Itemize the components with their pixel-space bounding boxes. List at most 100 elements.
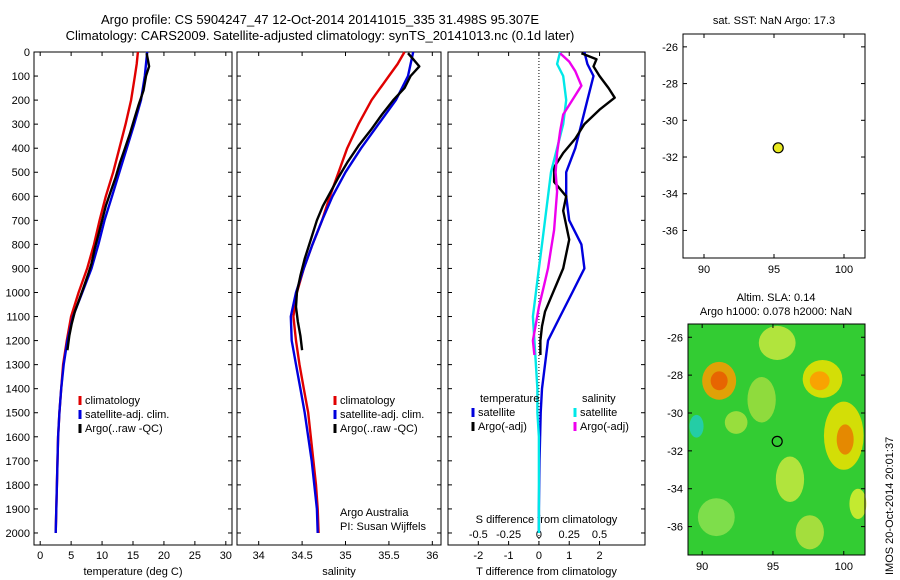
sla-map-frame xyxy=(687,323,866,556)
sla-map-field-patch xyxy=(795,515,824,550)
sla-map-ytick-label: -30 xyxy=(667,408,683,420)
salinity-xtick-label: 35.5 xyxy=(378,550,399,562)
sla-map-argo-marker xyxy=(771,435,783,447)
temperature-xtick-label: 10 xyxy=(96,550,108,562)
difference-xlabel: T difference from climatology xyxy=(476,566,617,578)
sla-map-field-patch xyxy=(775,456,805,502)
salinity-diff-label: S difference from climatology xyxy=(476,514,618,526)
difference-series-salinity-argo-adj- xyxy=(531,52,583,356)
figure-title-line1: Argo profile: CS 5904247_47 12-Oct-2014 … xyxy=(100,12,539,27)
sla-map-field-patch xyxy=(849,488,867,520)
difference-xtick-label: -2 xyxy=(473,550,483,562)
sla-map-field-patch xyxy=(747,377,776,423)
depth-tick-label: 1100 xyxy=(6,312,30,324)
depth-tick-label: 400 xyxy=(12,143,30,155)
sst-map-xtick-label: 100 xyxy=(835,264,853,276)
depth-tick-label: 1800 xyxy=(6,480,30,492)
temperature-plot-frame xyxy=(33,51,233,546)
temperature-series-argo-raw-qc- xyxy=(66,52,151,351)
sla-map-xtick-label: 90 xyxy=(696,561,708,573)
salinity-diff-tick-label: 0.5 xyxy=(592,529,607,541)
sst-map-xtick-label: 95 xyxy=(768,264,780,276)
temperature-xtick-label: 5 xyxy=(68,550,74,562)
depth-tick-label: 100 xyxy=(12,71,30,83)
temperature-legend-item: climatology xyxy=(85,395,141,407)
depth-tick-label: 600 xyxy=(12,191,30,203)
temperature-xlabel: temperature (deg C) xyxy=(83,566,182,578)
sla-map-field-patch xyxy=(809,371,830,391)
difference-xtick-label: 2 xyxy=(596,550,602,562)
temperature-xtick-label: 15 xyxy=(127,550,139,562)
sla-map-field-patch xyxy=(836,424,854,455)
diff-legend-item: Argo(-adj) xyxy=(580,421,629,433)
depth-tick-label: 200 xyxy=(12,95,30,107)
difference-xtick-label: 0 xyxy=(536,550,542,562)
temperature-xtick-label: 25 xyxy=(189,550,201,562)
sla-map-field-patch xyxy=(724,411,748,434)
depth-tick-label: 800 xyxy=(12,239,30,251)
depth-tick-label: 1500 xyxy=(6,408,30,420)
depth-tick-label: 1300 xyxy=(6,360,30,372)
sla-map-xtick-label: 95 xyxy=(767,561,779,573)
sst-map-xtick-label: 90 xyxy=(698,264,710,276)
diff-legend-item: satellite xyxy=(580,407,617,419)
salinity-xtick-label: 34 xyxy=(253,550,265,562)
salinity-diff-tick-label: -0.5 xyxy=(469,529,488,541)
depth-tick-label: 900 xyxy=(12,263,30,275)
salinity-diff-tick-label: 0.25 xyxy=(559,529,580,541)
depth-tick-label: 1600 xyxy=(6,432,30,444)
depth-tick-label: 1200 xyxy=(6,336,30,348)
sst-map-ytick-label: -36 xyxy=(662,225,678,237)
sst-map-ytick-label: -30 xyxy=(662,115,678,127)
sla-map-ytick-label: -32 xyxy=(667,446,683,458)
depth-tick-label: 1900 xyxy=(6,504,30,516)
depth-tick-label: 1400 xyxy=(6,384,30,396)
sla-map-field-patch xyxy=(689,414,704,438)
sla-map-ytick-label: -36 xyxy=(667,522,683,534)
temperature-legend-item: Argo(..raw -QC) xyxy=(85,423,163,435)
sst-map-ytick-label: -28 xyxy=(662,79,678,91)
temperature-xtick-label: 30 xyxy=(220,550,232,562)
sla-map-ytick-label: -34 xyxy=(667,484,683,496)
depth-tick-label: 2000 xyxy=(6,528,30,540)
sla-map-field-patch xyxy=(697,498,735,537)
difference-series-temperature-argo-adj- xyxy=(539,52,616,355)
salinity-legend-item: satellite-adj. clim. xyxy=(340,409,424,421)
annotation-line: PI: Susan Wijffels xyxy=(340,521,426,533)
depth-tick-label: 1000 xyxy=(6,287,30,299)
sst-map-argo-marker xyxy=(772,142,784,154)
depth-tick-label: 300 xyxy=(12,119,30,131)
sst-map-ytick-label: -34 xyxy=(662,189,678,201)
salinity-series-argo-raw-qc- xyxy=(294,52,421,351)
diff-legend-header: salinity xyxy=(582,393,616,405)
diff-legend-item: Argo(-adj) xyxy=(478,421,527,433)
salinity-diff-tick-label: 0 xyxy=(536,529,542,541)
sla-map-title-line2: Argo h1000: 0.078 h2000: NaN xyxy=(700,306,852,318)
salinity-legend-item: climatology xyxy=(340,395,396,407)
sst-map-title: sat. SST: NaN Argo: 17.3 xyxy=(713,15,835,27)
diff-legend-header: temperature xyxy=(480,393,539,405)
sst-map-ytick-label: -26 xyxy=(662,42,678,54)
sla-map-xtick-label: 100 xyxy=(835,561,853,573)
difference-plot-frame xyxy=(447,51,646,546)
salinity-legend-item: Argo(..raw -QC) xyxy=(340,423,418,435)
difference-xtick-label: 1 xyxy=(566,550,572,562)
temperature-legend-item: satellite-adj. clim. xyxy=(85,409,169,421)
salinity-xtick-label: 35 xyxy=(339,550,351,562)
sla-map-title-line1: Altim. SLA: 0.14 xyxy=(737,292,816,304)
temperature-xtick-label: 20 xyxy=(158,550,170,562)
salinity-xtick-label: 34.5 xyxy=(291,550,312,562)
sla-map-field-patch xyxy=(710,371,728,391)
sla-map-ytick-label: -28 xyxy=(667,370,683,382)
sla-map-field-patch xyxy=(758,325,796,360)
figure-title-line2: Climatology: CARS2009. Satellite-adjuste… xyxy=(65,28,575,43)
depth-tick-label: 0 xyxy=(24,47,30,59)
annotation-line: Argo Australia xyxy=(340,507,409,519)
salinity-xlabel: salinity xyxy=(322,566,356,578)
salinity-plot-frame xyxy=(236,51,442,546)
depth-tick-label: 700 xyxy=(12,215,30,227)
depth-tick-label: 1700 xyxy=(6,456,30,468)
sst-map-ytick-label: -32 xyxy=(662,152,678,164)
difference-xtick-label: -1 xyxy=(504,550,514,562)
